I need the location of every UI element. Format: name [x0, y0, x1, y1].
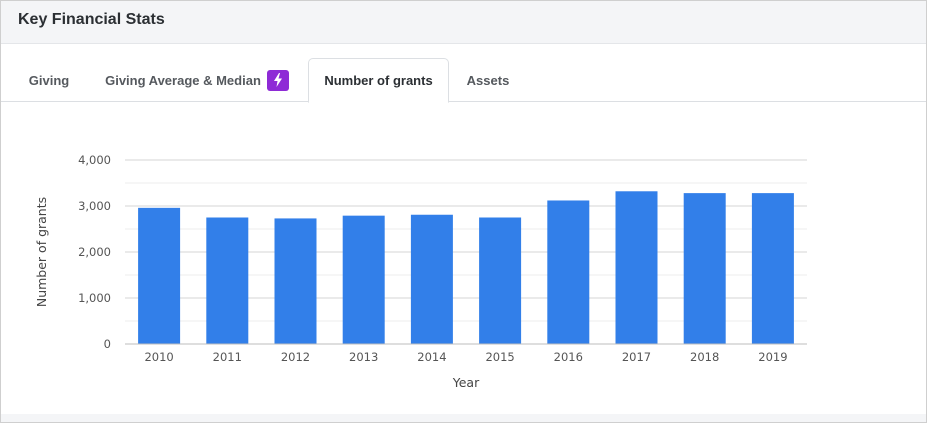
tab-number-of-grants[interactable]: Number of grants	[308, 58, 449, 103]
tab-label: Number of grants	[324, 73, 433, 88]
bar-2019	[751, 193, 794, 344]
bar-2016	[547, 200, 590, 344]
bar-2013	[342, 215, 385, 344]
bar-2011	[206, 217, 249, 344]
x-tick-label: 2018	[690, 350, 719, 364]
x-tick-label: 2015	[485, 350, 514, 364]
tab-label: Assets	[466, 72, 510, 88]
bar-2010	[138, 207, 181, 344]
panel-title: Key Financial Stats	[18, 11, 165, 28]
tab-giving-average-median[interactable]: Giving Average & Median	[97, 58, 297, 102]
y-tick-label: 3,000	[78, 199, 111, 213]
x-tick-label: 2014	[417, 350, 446, 364]
x-tick-label: 2012	[281, 350, 310, 364]
bar-2018	[683, 193, 726, 344]
x-tick-label: 2010	[144, 350, 173, 364]
y-tick-label: 0	[104, 337, 111, 351]
lightning-bolt-icon	[266, 69, 289, 91]
tab-assets[interactable]: Assets	[459, 58, 517, 102]
tab-bar: Giving Giving Average & Median Number of…	[1, 44, 926, 103]
x-tick-label: 2013	[349, 350, 378, 364]
x-tick-label: 2017	[622, 350, 651, 364]
x-tick-label: 2019	[758, 350, 787, 364]
tab-label: Giving	[28, 72, 70, 88]
panel-header: Key Financial Stats	[1, 1, 926, 44]
tab-giving[interactable]: Giving	[17, 58, 81, 102]
bar-2012	[274, 218, 317, 344]
y-tick-label: 1,000	[78, 291, 111, 305]
y-tick-label: 4,000	[78, 153, 111, 167]
y-axis-title: Number of grants	[34, 197, 49, 307]
bar-2015	[479, 217, 522, 344]
bar-2014	[410, 214, 453, 344]
panel-footer	[1, 414, 926, 422]
y-tick-label: 2,000	[78, 245, 111, 259]
x-axis-title: Year	[452, 375, 480, 390]
x-tick-label: 2011	[213, 350, 242, 364]
x-tick-label: 2016	[554, 350, 583, 364]
chart-area: 0 1,000 2,000 3,000 4,000 2010 2011 2012 2013 201…	[1, 102, 926, 414]
bar-2017	[615, 191, 658, 344]
tab-label: Giving Average & Median	[105, 72, 261, 88]
bar-chart: 0 1,000 2,000 3,000 4,000 2010 2011 2012 2013 201…	[34, 153, 807, 390]
